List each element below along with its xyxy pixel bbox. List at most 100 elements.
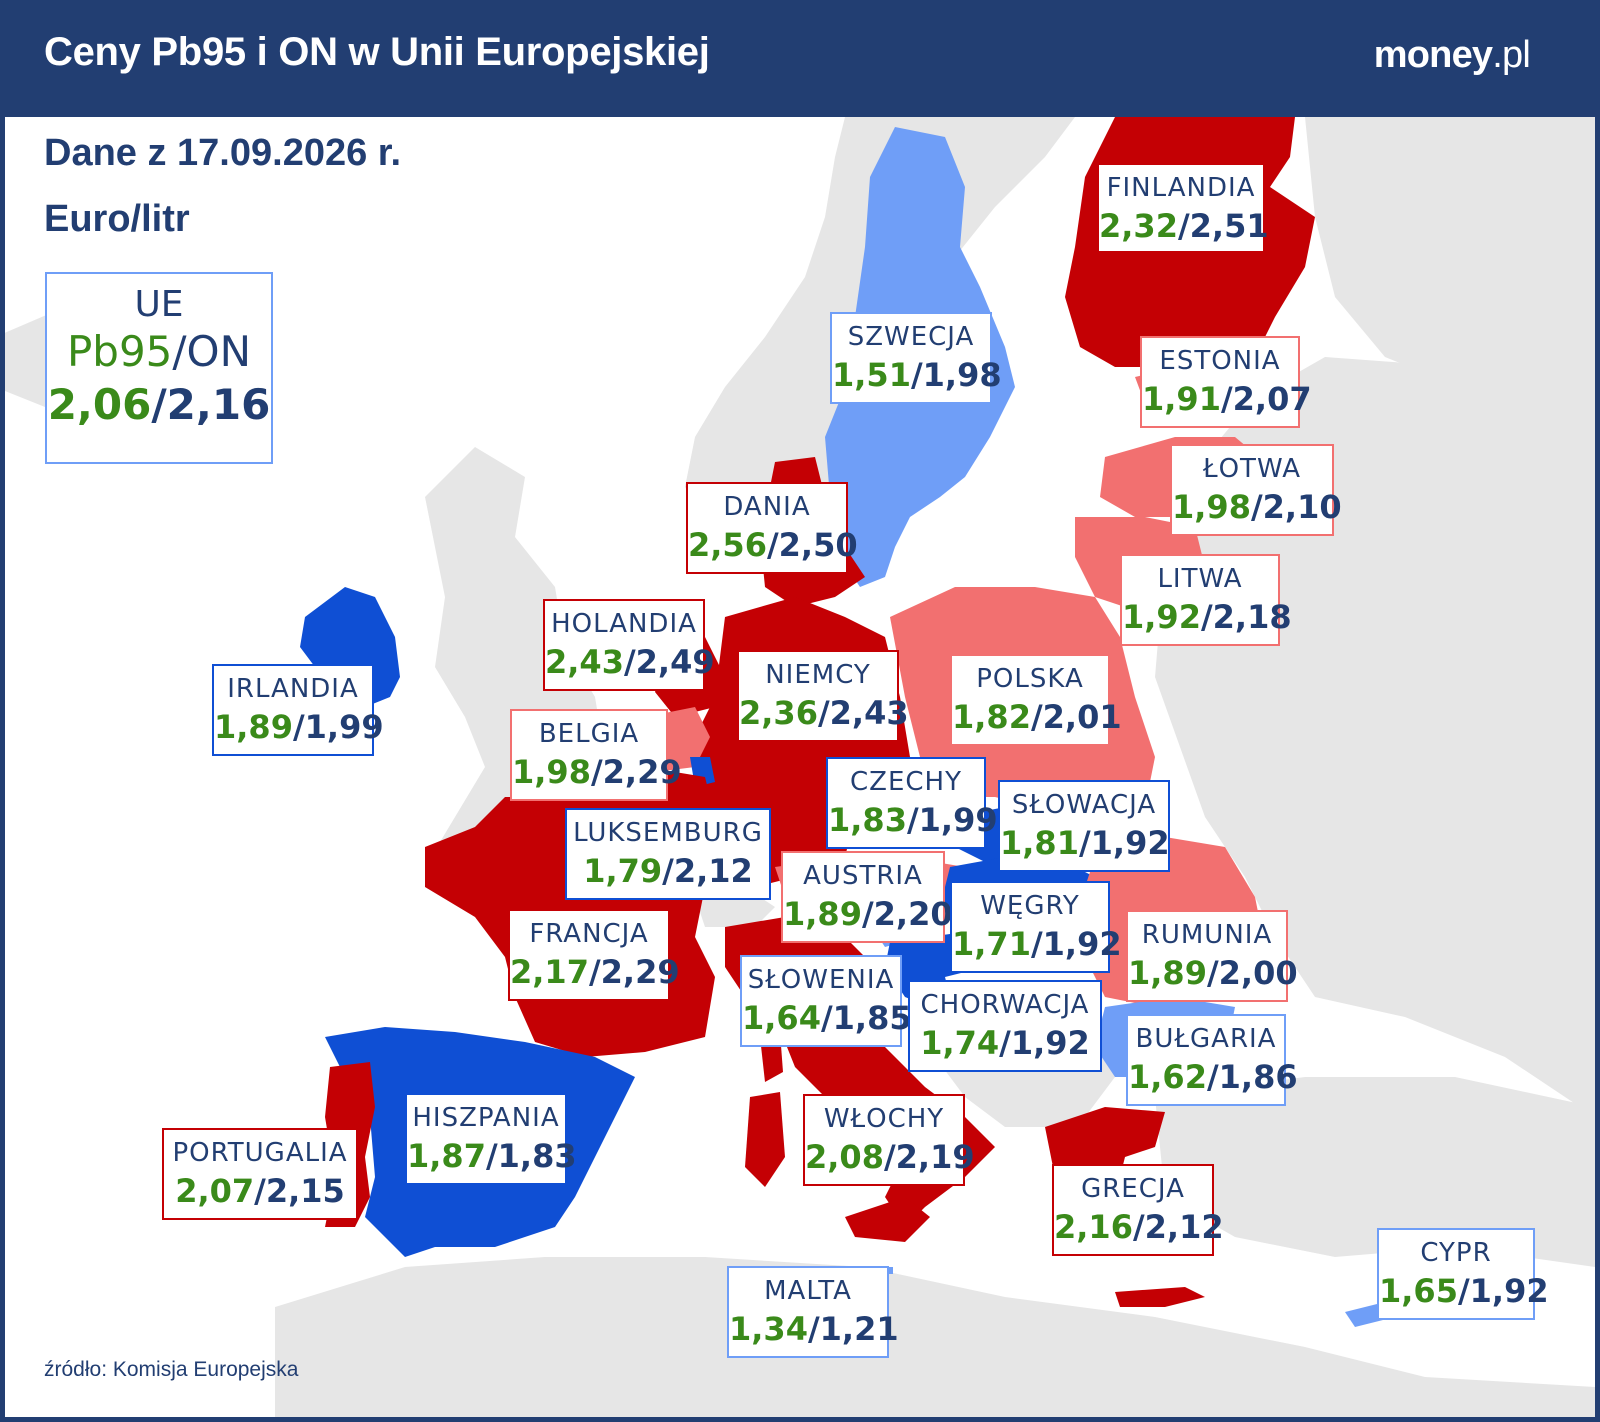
brand-logo: money.pl [1373,34,1531,77]
price-separator: / [766,526,779,564]
country-name: POLSKA [976,664,1084,694]
label-polska: POLSKA 1,82/2,01 [950,654,1122,746]
country-prices: 1,92/2,18 [1122,598,1292,636]
label-szwecja: SZWECJA 1,51/1,98 [830,312,1002,404]
price-separator: / [1030,698,1043,736]
label-portugalia: PORTUGALIA 2,07/2,15 [162,1128,358,1220]
price-separator: / [817,694,830,732]
country-name: FRANCJA [529,919,649,949]
label-cypr: CYPR 1,65/1,92 [1377,1228,1549,1320]
country-name: HISZPANIA [412,1103,560,1133]
data-date: Dane z 17.09.2026 r. [44,132,402,174]
label-estonia: ESTONIA 1,91/2,07 [1140,336,1312,428]
pb95-value: 2,07 [175,1172,255,1210]
country-name: GRECJA [1081,1174,1185,1204]
on-value: 2,20 [873,895,953,933]
on-value: 1,92 [1469,1272,1549,1310]
price-separator: / [590,753,603,791]
pb95-value: 1,62 [1128,1058,1207,1096]
country-name: NIEMCY [765,660,871,690]
price-separator: / [1250,488,1263,526]
country-prices: 1,82/2,01 [952,698,1122,736]
on-value: 1,85 [832,999,912,1037]
pb95-value: 2,56 [688,526,767,564]
pb95-value: 1,51 [832,356,911,394]
country-prices: 1,74/1,92 [910,1024,1100,1062]
brand-name: money [1373,34,1493,76]
pb95-value: 1,81 [1000,824,1079,862]
country-prices: 1,91/2,07 [1142,380,1312,418]
country-name: SŁOWACJA [1011,790,1157,820]
pb95-value: 2,17 [510,953,589,991]
pb95-value: 2,16 [1054,1208,1133,1246]
country-prices: 2,32/2,51 [1099,207,1269,245]
on-value: 2,29 [600,953,680,991]
label-rumunia: RUMUNIA 1,89/2,00 [1126,910,1298,1002]
country-name: ŁOTWA [1202,454,1302,484]
pb95-value: 1,64 [742,999,821,1037]
price-separator: / [1177,207,1190,245]
country-prices: 1,71/1,92 [952,925,1122,963]
page-title: Ceny Pb95 i ON w Unii Europejskiej [44,30,710,74]
country-name: LUKSEMBURG [573,818,763,848]
country-prices: 1,65/1,92 [1379,1272,1549,1310]
label-niemcy: NIEMCY 2,36/2,43 [737,650,909,742]
northern-land [1305,117,1595,417]
country-name: ESTONIA [1159,346,1281,376]
pb95-value: 1,65 [1379,1272,1458,1310]
on-value: 1,92 [1010,1024,1090,1062]
country-prices: 1,81/1,92 [1000,824,1170,862]
country-prices: 1,89/2,20 [783,895,953,933]
country-prices: 1,62/1,86 [1128,1058,1298,1096]
pb95-value: 1,98 [1172,488,1251,526]
label-hiszpania: HISZPANIA 1,87/1,83 [405,1093,577,1185]
on-value: 1,86 [1218,1058,1298,1096]
label-slowacja: SŁOWACJA 1,81/1,92 [998,780,1170,872]
country-name: CHORWACJA [920,990,1090,1020]
country-prices: 2,36/2,43 [739,694,909,732]
price-separator: / [861,895,874,933]
country-name: HOLANDIA [551,609,697,639]
label-luksemburg: LUKSEMBURG 1,79/2,12 [565,808,771,900]
price-separator: / [883,1138,896,1176]
on-value: 1,98 [922,356,1002,394]
turkey-land [1155,1077,1595,1267]
label-bulgaria: BUŁGARIA 1,62/1,86 [1126,1014,1298,1106]
label-austria: AUSTRIA 1,89/2,20 [781,851,953,943]
eu-values: 2,06/2,16 [47,380,271,429]
country-name: WĘGRY [980,891,1080,921]
country-prices: 1,64/1,85 [742,999,912,1037]
price-separator: / [1030,925,1043,963]
country-prices: 2,56/2,50 [688,526,858,564]
country-shape-sycylia [845,1197,930,1242]
country-prices: 2,43/2,49 [545,643,715,681]
label-malta: MALTA 1,34/1,21 [727,1266,899,1358]
label-belgia: BELGIA 1,98/2,29 [510,709,682,801]
eu-pb95-value: 2,06 [47,380,152,429]
on-value: 2,19 [895,1138,975,1176]
pb95-value: 2,43 [545,643,624,681]
label-dania: DANIA 2,56/2,50 [686,482,858,574]
on-value: 2,43 [829,694,909,732]
country-prices: 2,17/2,29 [510,953,680,991]
fuel-legend: Pb95/ON [47,327,271,376]
price-separator: / [588,953,601,991]
label-slowenia: SŁOWENIA 1,64/1,85 [740,955,912,1047]
country-name: CYPR [1420,1238,1492,1268]
pb95-value: 2,32 [1099,207,1178,245]
price-separator: / [1220,380,1233,418]
country-shape-kreta [1115,1287,1205,1307]
on-value: 2,51 [1189,207,1269,245]
country-prices: 1,79/2,12 [567,852,769,890]
label-lotwa: ŁOTWA 1,98/2,10 [1170,444,1342,536]
country-prices: 1,83/1,99 [828,801,998,839]
label-holandia: HOLANDIA 2,43/2,49 [543,599,715,691]
label-irlandia: IRLANDIA 1,89/1,99 [212,664,384,756]
label-czechy: CZECHY 1,83/1,99 [826,757,998,849]
country-prices: 1,98/2,29 [512,753,682,791]
price-separator: / [254,1172,266,1210]
country-name: BUŁGARIA [1135,1024,1277,1054]
price-separator: / [910,356,923,394]
on-value: 1,21 [819,1310,899,1348]
